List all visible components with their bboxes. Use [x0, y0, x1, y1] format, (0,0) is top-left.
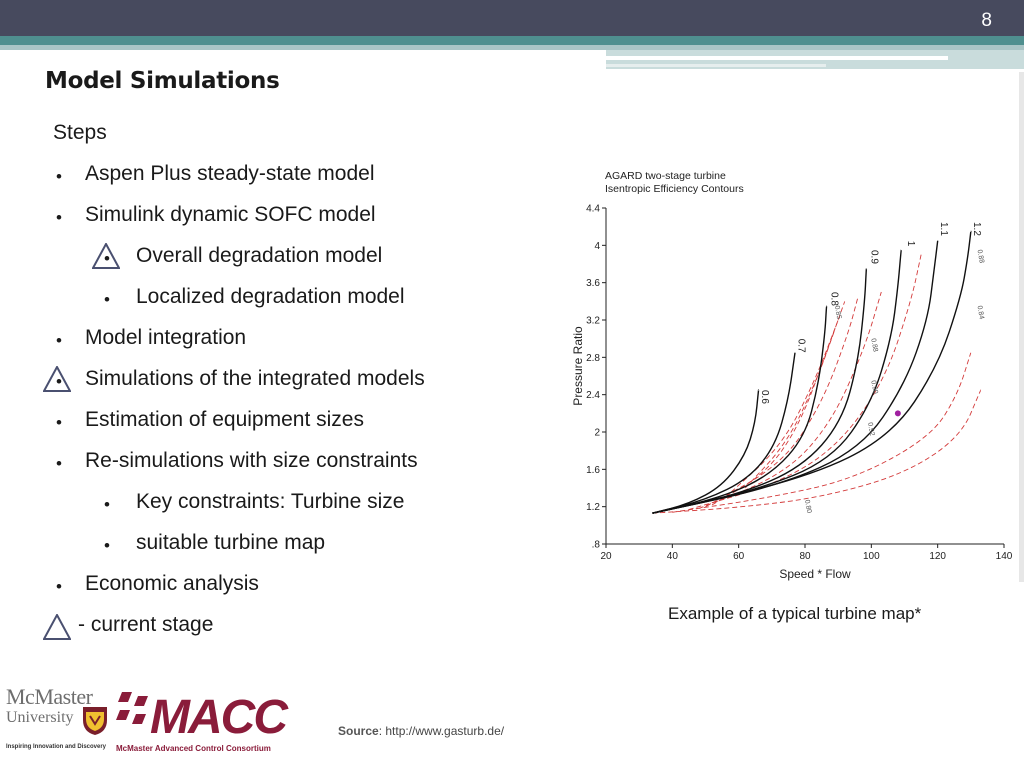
bullet-marker: • [56, 372, 62, 391]
bullet-marker: • [56, 454, 62, 473]
x-axis-label: Speed * Flow [779, 567, 851, 581]
speed-line-label: 0.9 [868, 250, 879, 264]
efficiency-contour-label: 0.80 [803, 499, 812, 514]
bullet-marker: • [104, 536, 110, 555]
bullet-marker: • [56, 331, 62, 350]
efficiency-contour-line [705, 296, 859, 508]
speed-line-label: 0.8 [829, 292, 840, 306]
speed-line-label: 1.2 [971, 222, 982, 236]
efficiency-contour-label: 0.92 [866, 422, 875, 437]
source-line: Source: http://www.gasturb.de/ [338, 724, 504, 738]
step-item: Localized degradation model [136, 285, 405, 308]
step-item: Economic analysis [85, 572, 259, 595]
mcmaster-logo: McMaster University Inspiring Innovation… [6, 684, 107, 750]
y-tick-label: 4.4 [586, 204, 600, 215]
header-stripe-line-2 [606, 64, 826, 67]
mcmaster-university: University [6, 709, 74, 726]
efficiency-contour-line [652, 389, 982, 514]
y-tick-label: 2.8 [586, 353, 600, 364]
x-tick-label: 80 [799, 551, 811, 562]
bullet-marker: • [56, 167, 62, 186]
operating-point-marker [894, 410, 901, 417]
mcmaster-wordmark: McMaster [6, 684, 93, 709]
speed-line-label: 0.6 [759, 390, 770, 404]
bullet-marker: • [104, 249, 110, 268]
source-label: Source [338, 724, 379, 738]
x-tick-label: 140 [996, 551, 1013, 562]
current-stage-triangle-icon [92, 243, 120, 269]
bullet-marker: • [104, 290, 110, 309]
efficiency-contour-line [744, 329, 836, 489]
chart-subtitle: Isentropic Efficiency Contours [605, 183, 744, 195]
legend-current-stage: - current stage [78, 613, 214, 636]
y-tick-label: 1.2 [586, 502, 600, 513]
step-item: Simulations of the integrated models [85, 367, 425, 390]
speed-line [652, 249, 902, 514]
source-url: : http://www.gasturb.de/ [378, 724, 505, 738]
efficiency-contour-label: 0.85 [833, 305, 842, 320]
header-stripe-light [0, 45, 1024, 50]
step-item: Aspen Plus steady-state model [85, 162, 375, 185]
y-axis-label: Pressure Ratio [571, 326, 585, 406]
mcmaster-tagline: Inspiring Innovation and Discovery [6, 744, 107, 750]
efficiency-contour-label: 0.88 [976, 249, 985, 264]
steps-heading: Steps [53, 121, 107, 144]
bullet-marker: • [56, 208, 62, 227]
efficiency-contour-label: 0.88 [869, 338, 878, 353]
step-item: Estimation of equipment sizes [85, 408, 364, 431]
current-stage-triangle-icon [43, 366, 71, 392]
efficiency-contour-line [688, 254, 922, 510]
x-tick-label: 40 [667, 551, 679, 562]
header-stripe-line [606, 56, 948, 60]
y-tick-label: 4 [594, 241, 600, 252]
efficiency-contour-line [725, 319, 839, 498]
y-tick-label: .8 [592, 540, 601, 551]
x-tick-label: 120 [929, 551, 946, 562]
step-item: Model integration [85, 326, 247, 349]
step-item: Simulink dynamic SOFC model [85, 203, 376, 226]
x-tick-label: 20 [600, 551, 612, 562]
speed-line [652, 240, 939, 514]
macc-wordmark: MACC [150, 691, 288, 744]
efficiency-contour-label: 0.84 [976, 305, 985, 320]
speed-line-label: 0.7 [795, 339, 806, 353]
efficiency-contour-label: 0.90 [869, 380, 878, 395]
bullet-marker: • [56, 577, 62, 596]
macc-emblem-icon [116, 692, 148, 724]
x-tick-label: 60 [733, 551, 745, 562]
chart-title: AGARD two-stage turbine [605, 170, 726, 182]
y-tick-label: 1.6 [586, 465, 600, 476]
y-tick-label: 2 [594, 428, 600, 439]
speed-line-label: 1.1 [938, 222, 949, 236]
top-banner: 8 [0, 0, 1024, 36]
y-tick-label: 3.6 [586, 278, 600, 289]
speed-line [652, 389, 760, 514]
bullet-marker: • [104, 495, 110, 514]
mcmaster-crest-icon [83, 707, 107, 735]
triangle-icon [43, 614, 71, 640]
macc-subtitle: McMaster Advanced Control Consortium [116, 744, 271, 753]
right-edge-strip [1019, 72, 1024, 582]
slide-title: Model Simulations [45, 68, 280, 94]
step-item: Key constraints: Turbine size [136, 490, 405, 513]
header-stripe-dark [0, 36, 1024, 45]
bullet-marker: • [56, 413, 62, 432]
x-tick-label: 100 [863, 551, 880, 562]
slide-number: 8 [981, 10, 992, 31]
speed-line [652, 352, 796, 514]
efficiency-contour-line [672, 352, 972, 513]
step-item: Overall degradation model [136, 244, 383, 267]
speed-line-label: 1 [905, 241, 916, 247]
chart-caption: Example of a typical turbine map* [668, 604, 922, 623]
step-item: suitable turbine map [136, 531, 326, 554]
y-tick-label: 3.2 [586, 316, 600, 327]
y-tick-label: 2.4 [586, 390, 600, 401]
speed-line [652, 230, 972, 514]
step-item: Re-simulations with size constraints [85, 449, 418, 472]
